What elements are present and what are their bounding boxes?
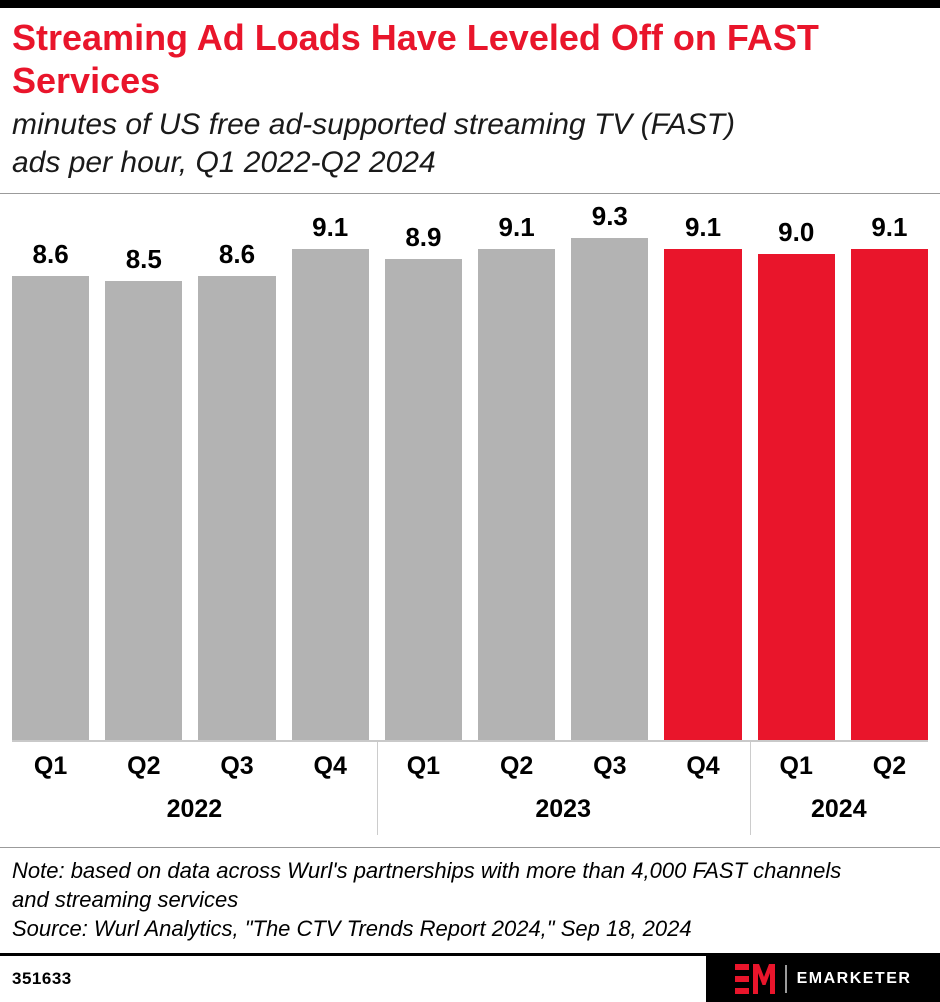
bar-column: 8.9 (384, 222, 463, 741)
year-label: 2023 (535, 795, 591, 824)
bar-column: 8.6 (198, 239, 276, 741)
note-line-2: and streaming services (12, 887, 239, 913)
note-line-1: Note: based on data across Wurl's partne… (12, 858, 842, 884)
bar-value-label: 9.1 (871, 212, 908, 243)
quarter-label: Q1 (779, 752, 813, 781)
chart-header: Streaming Ad Loads Have Leveled Off on F… (0, 8, 940, 181)
quarter-label: Q1 (33, 752, 68, 781)
year-group-divider (376, 742, 378, 836)
bar (664, 249, 742, 741)
top-accent-bar (0, 0, 940, 8)
quarter-label: Q2 (127, 752, 161, 781)
x-axis: Q1 Q2 Q3 Q4 Q1 Q2 Q3 Q4 Q1 Q2 2022 2023 2024 (12, 742, 928, 836)
bar (850, 249, 929, 741)
bar-value-label: 9.0 (778, 217, 815, 248)
quarter-label: Q3 (220, 752, 254, 781)
page-footer: 351633 EMARKETER (0, 953, 940, 1002)
bar-value-label: 8.5 (125, 244, 162, 275)
year-group-divider (749, 742, 751, 836)
quarter-label: Q2 (872, 752, 907, 781)
emarketer-logo: EMARKETER (706, 956, 940, 1002)
quarter-label: Q3 (593, 752, 627, 781)
quarter-label: Q1 (406, 752, 441, 781)
chart-id: 351633 (12, 969, 72, 988)
bar-value-label: 9.1 (312, 212, 349, 243)
bar (757, 254, 835, 741)
year-axis: 2022 2023 2024 (12, 785, 928, 835)
bar (105, 281, 183, 741)
bar-column: 9.1 (850, 212, 929, 741)
quarter-axis: Q1 Q2 Q3 Q4 Q1 Q2 Q3 Q4 Q1 Q2 (12, 742, 928, 781)
bar-column: 8.5 (105, 244, 183, 741)
chart-title-line-1: Streaming Ad Loads Have Leveled Off on F… (12, 17, 819, 58)
year-label: 2024 (810, 795, 867, 824)
chart-subtitle: minutes of US free ad-supported streamin… (12, 106, 928, 181)
plot-area: 8.6 8.5 8.6 9.1 8.9 9.1 9.3 9.1 9.0 9.1 (12, 201, 929, 743)
quarter-label: Q2 (499, 752, 534, 781)
bar (198, 276, 276, 741)
bar-value-label: 8.6 (218, 239, 256, 270)
bar-column: 8.6 (12, 239, 90, 741)
chart-title-line-2: Services (12, 60, 161, 102)
bar (478, 249, 556, 741)
bar-column: 9.1 (478, 212, 556, 741)
year-label: 2022 (166, 795, 223, 824)
footnote-block: Note: based on data across Wurl's partne… (0, 848, 940, 949)
chart-subtitle-line-1: minutes of US free ad-supported streamin… (12, 108, 736, 142)
quarter-label: Q4 (313, 752, 347, 781)
bar-chart: 8.6 8.5 8.6 9.1 8.9 9.1 9.3 9.1 9.0 9.1 (0, 194, 940, 743)
bar-column: 9.1 (291, 212, 369, 741)
logo-separator (784, 965, 787, 993)
quarter-label: Q4 (686, 752, 720, 781)
bar-column: 9.3 (571, 201, 649, 741)
bar-value-label: 9.3 (591, 201, 628, 232)
bar-column: 9.0 (757, 217, 835, 741)
bar (291, 249, 369, 741)
bar-value-label: 8.9 (405, 222, 442, 253)
bar (384, 259, 463, 741)
chart-subtitle-line-2: ads per hour, Q1 2022-Q2 2024 (12, 145, 436, 179)
chart-title: Streaming Ad Loads Have Leveled Off on F… (12, 16, 928, 102)
brand-name: EMARKETER (796, 970, 912, 987)
em-monogram-icon (734, 964, 775, 994)
bar-value-label: 8.6 (32, 239, 69, 270)
bar-value-label: 9.1 (684, 212, 722, 243)
source-text: Source: Wurl Analytics, "The CTV Trends … (12, 916, 692, 942)
footnote-divider (0, 847, 940, 849)
bar (571, 238, 649, 741)
header-divider (0, 193, 940, 195)
bar-column: 9.1 (664, 212, 742, 741)
bar (12, 276, 90, 741)
bar-value-label: 9.1 (498, 212, 535, 243)
